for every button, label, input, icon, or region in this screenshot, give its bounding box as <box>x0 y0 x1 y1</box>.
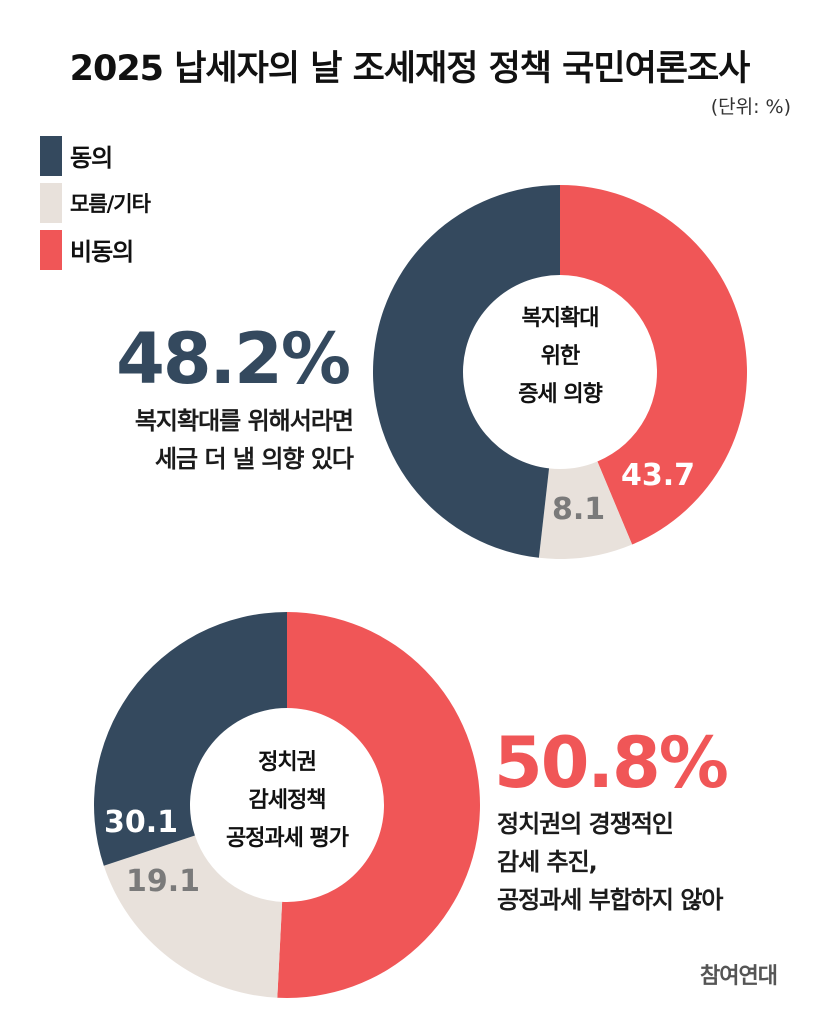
desc-line: 복지확대를 위해서라면 <box>134 407 354 435</box>
slice-unknown <box>538 461 633 559</box>
page-title: 2025 납세자의 날 조세재정 정책 국민여론조사 <box>69 49 751 89</box>
center-line: 정치권 <box>258 750 317 775</box>
legend-label: 비동의 <box>70 238 134 266</box>
legend-item-unknown: 모름/기타 <box>40 179 151 226</box>
center-line: 공정과세 평가 <box>225 826 349 851</box>
unit-label: (단위: %) <box>710 96 791 118</box>
slice-unknown <box>103 835 283 998</box>
center-line: 증세 의향 <box>518 382 603 407</box>
donut-chart-tax-cut-fairness <box>94 612 480 998</box>
legend-item-disagree: 비동의 <box>40 226 150 273</box>
slice-value-unknown: 19.1 <box>126 864 201 899</box>
slice-agree <box>373 185 560 558</box>
headline-percent: 48.2% <box>116 318 351 400</box>
headline-percent: 50.8% <box>494 722 729 804</box>
legend: 동의 모름/기타 비동의 <box>40 132 151 273</box>
donut-chart-welfare-tax <box>373 185 747 559</box>
donut-center-label: 복지확대 위한 증세 의향 <box>470 300 650 414</box>
desc-line: 정치권의 경쟁적인 <box>497 810 674 838</box>
desc-line: 공정과세 부합하지 않아 <box>497 886 724 914</box>
legend-swatch-agree <box>40 135 62 176</box>
legend-swatch-unknown <box>40 182 62 223</box>
headline-description: 복지확대를 위해서라면 세금 더 낼 의향 있다 <box>134 402 354 478</box>
center-line: 복지확대 <box>521 306 600 331</box>
center-line: 감세정책 <box>248 788 327 813</box>
donut-center-label: 정치권 감세정책 공정과세 평가 <box>192 744 382 858</box>
slice-disagree <box>560 185 747 545</box>
desc-line: 감세 추진, <box>497 848 598 876</box>
slice-value-unknown: 8.1 <box>552 492 606 527</box>
legend-label: 모름/기타 <box>70 191 151 216</box>
headline-description: 정치권의 경쟁적인 감세 추진, 공정과세 부합하지 않아 <box>497 805 724 919</box>
legend-label: 동의 <box>70 144 113 172</box>
slice-value-agree: 30.1 <box>104 805 179 840</box>
center-line: 위한 <box>540 344 580 369</box>
slice-agree <box>94 612 288 866</box>
slice-disagree <box>277 612 480 998</box>
legend-item-agree: 동의 <box>40 132 150 179</box>
desc-line: 세금 더 낼 의향 있다 <box>154 445 354 473</box>
slice-value-disagree: 43.7 <box>621 458 696 493</box>
legend-swatch-disagree <box>40 229 62 270</box>
source-credit: 참여연대 <box>700 964 778 989</box>
